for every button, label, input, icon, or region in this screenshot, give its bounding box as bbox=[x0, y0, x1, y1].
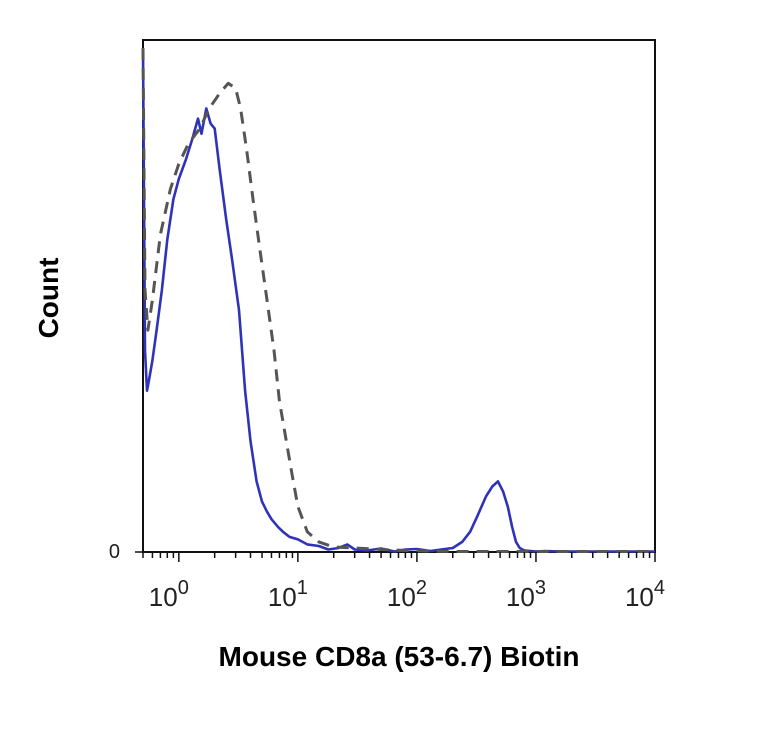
series-layer bbox=[141, 47, 655, 553]
plot-frame bbox=[142, 39, 656, 553]
x-tick-label: 102 bbox=[387, 577, 427, 612]
y-axis-label: Count bbox=[33, 258, 64, 339]
x-tick-label: 101 bbox=[268, 577, 308, 612]
series-line-1 bbox=[141, 47, 655, 553]
x-tick-label: 103 bbox=[506, 577, 546, 612]
x-axis-label: Mouse CD8a (53-6.7) Biotin bbox=[219, 641, 580, 672]
x-axis: 100 101 102 103 104 bbox=[142, 552, 665, 612]
series-line-2 bbox=[141, 47, 655, 553]
y-axis: 0 bbox=[109, 541, 143, 563]
y-tick-label: 0 bbox=[109, 541, 120, 563]
x-tick-label: 104 bbox=[625, 577, 665, 612]
x-tick-label: 100 bbox=[149, 577, 189, 612]
